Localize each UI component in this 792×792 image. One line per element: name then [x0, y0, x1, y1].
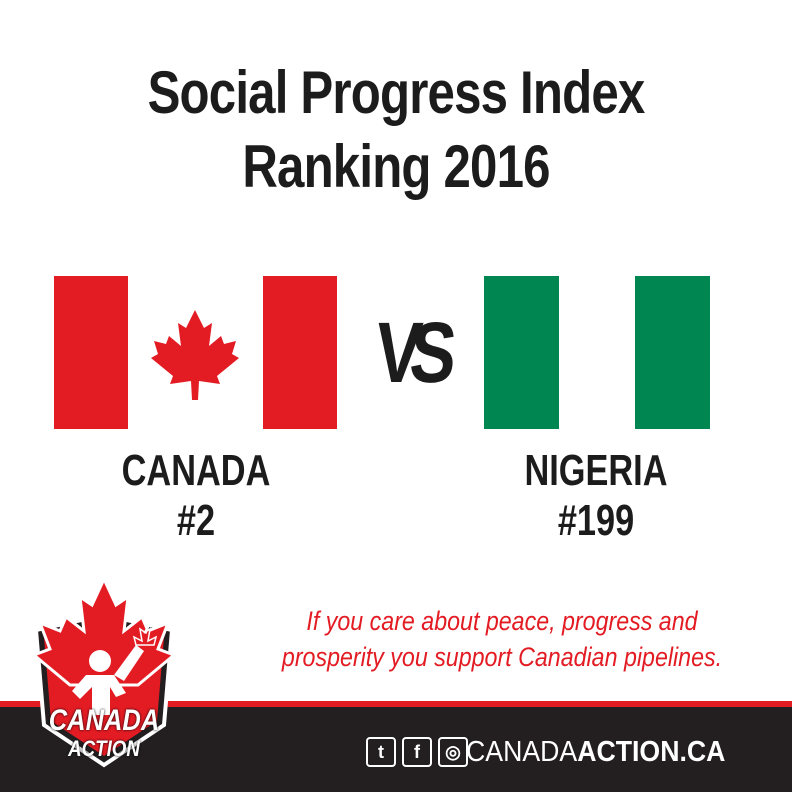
site-suffix: ACTION.CA: [577, 736, 726, 768]
footer-accent-line: [0, 701, 792, 707]
instagram-icon[interactable]: ◎: [438, 737, 468, 767]
canada-action-logo: [31, 575, 177, 768]
country-canada: CANADA #2: [46, 446, 346, 546]
country-rank: #2: [176, 496, 216, 545]
logo-text-canada: CANADA: [48, 704, 160, 737]
website-link[interactable]: CANADAACTION.CA: [466, 734, 776, 770]
page-title: Social Progress Index Ranking 2016: [0, 56, 792, 204]
tagline-line-2: prosperity you support Canadian pipeline…: [281, 642, 723, 672]
country-name: CANADA: [121, 446, 271, 495]
tagline-line-1: If you care about peace, progress and: [306, 606, 698, 636]
title-line-1: Social Progress Index: [147, 59, 646, 126]
logo-text-action: ACTION: [68, 736, 140, 761]
versus-label: VS: [371, 305, 449, 401]
nigeria-flag: [484, 276, 710, 429]
title-line-2: Ranking 2016: [242, 133, 550, 200]
facebook-icon[interactable]: f: [402, 737, 432, 767]
tagline: If you care about peace, progress and pr…: [244, 603, 760, 675]
site-prefix: CANADA: [466, 736, 578, 768]
social-icons: t f ◎: [366, 737, 468, 767]
country-nigeria: NIGERIA #199: [446, 446, 746, 546]
country-name: NIGERIA: [524, 446, 668, 495]
twitter-icon[interactable]: t: [366, 737, 396, 767]
maple-leaf-icon: [151, 310, 239, 400]
canada-flag: [54, 276, 337, 429]
country-rank: #199: [557, 496, 635, 545]
